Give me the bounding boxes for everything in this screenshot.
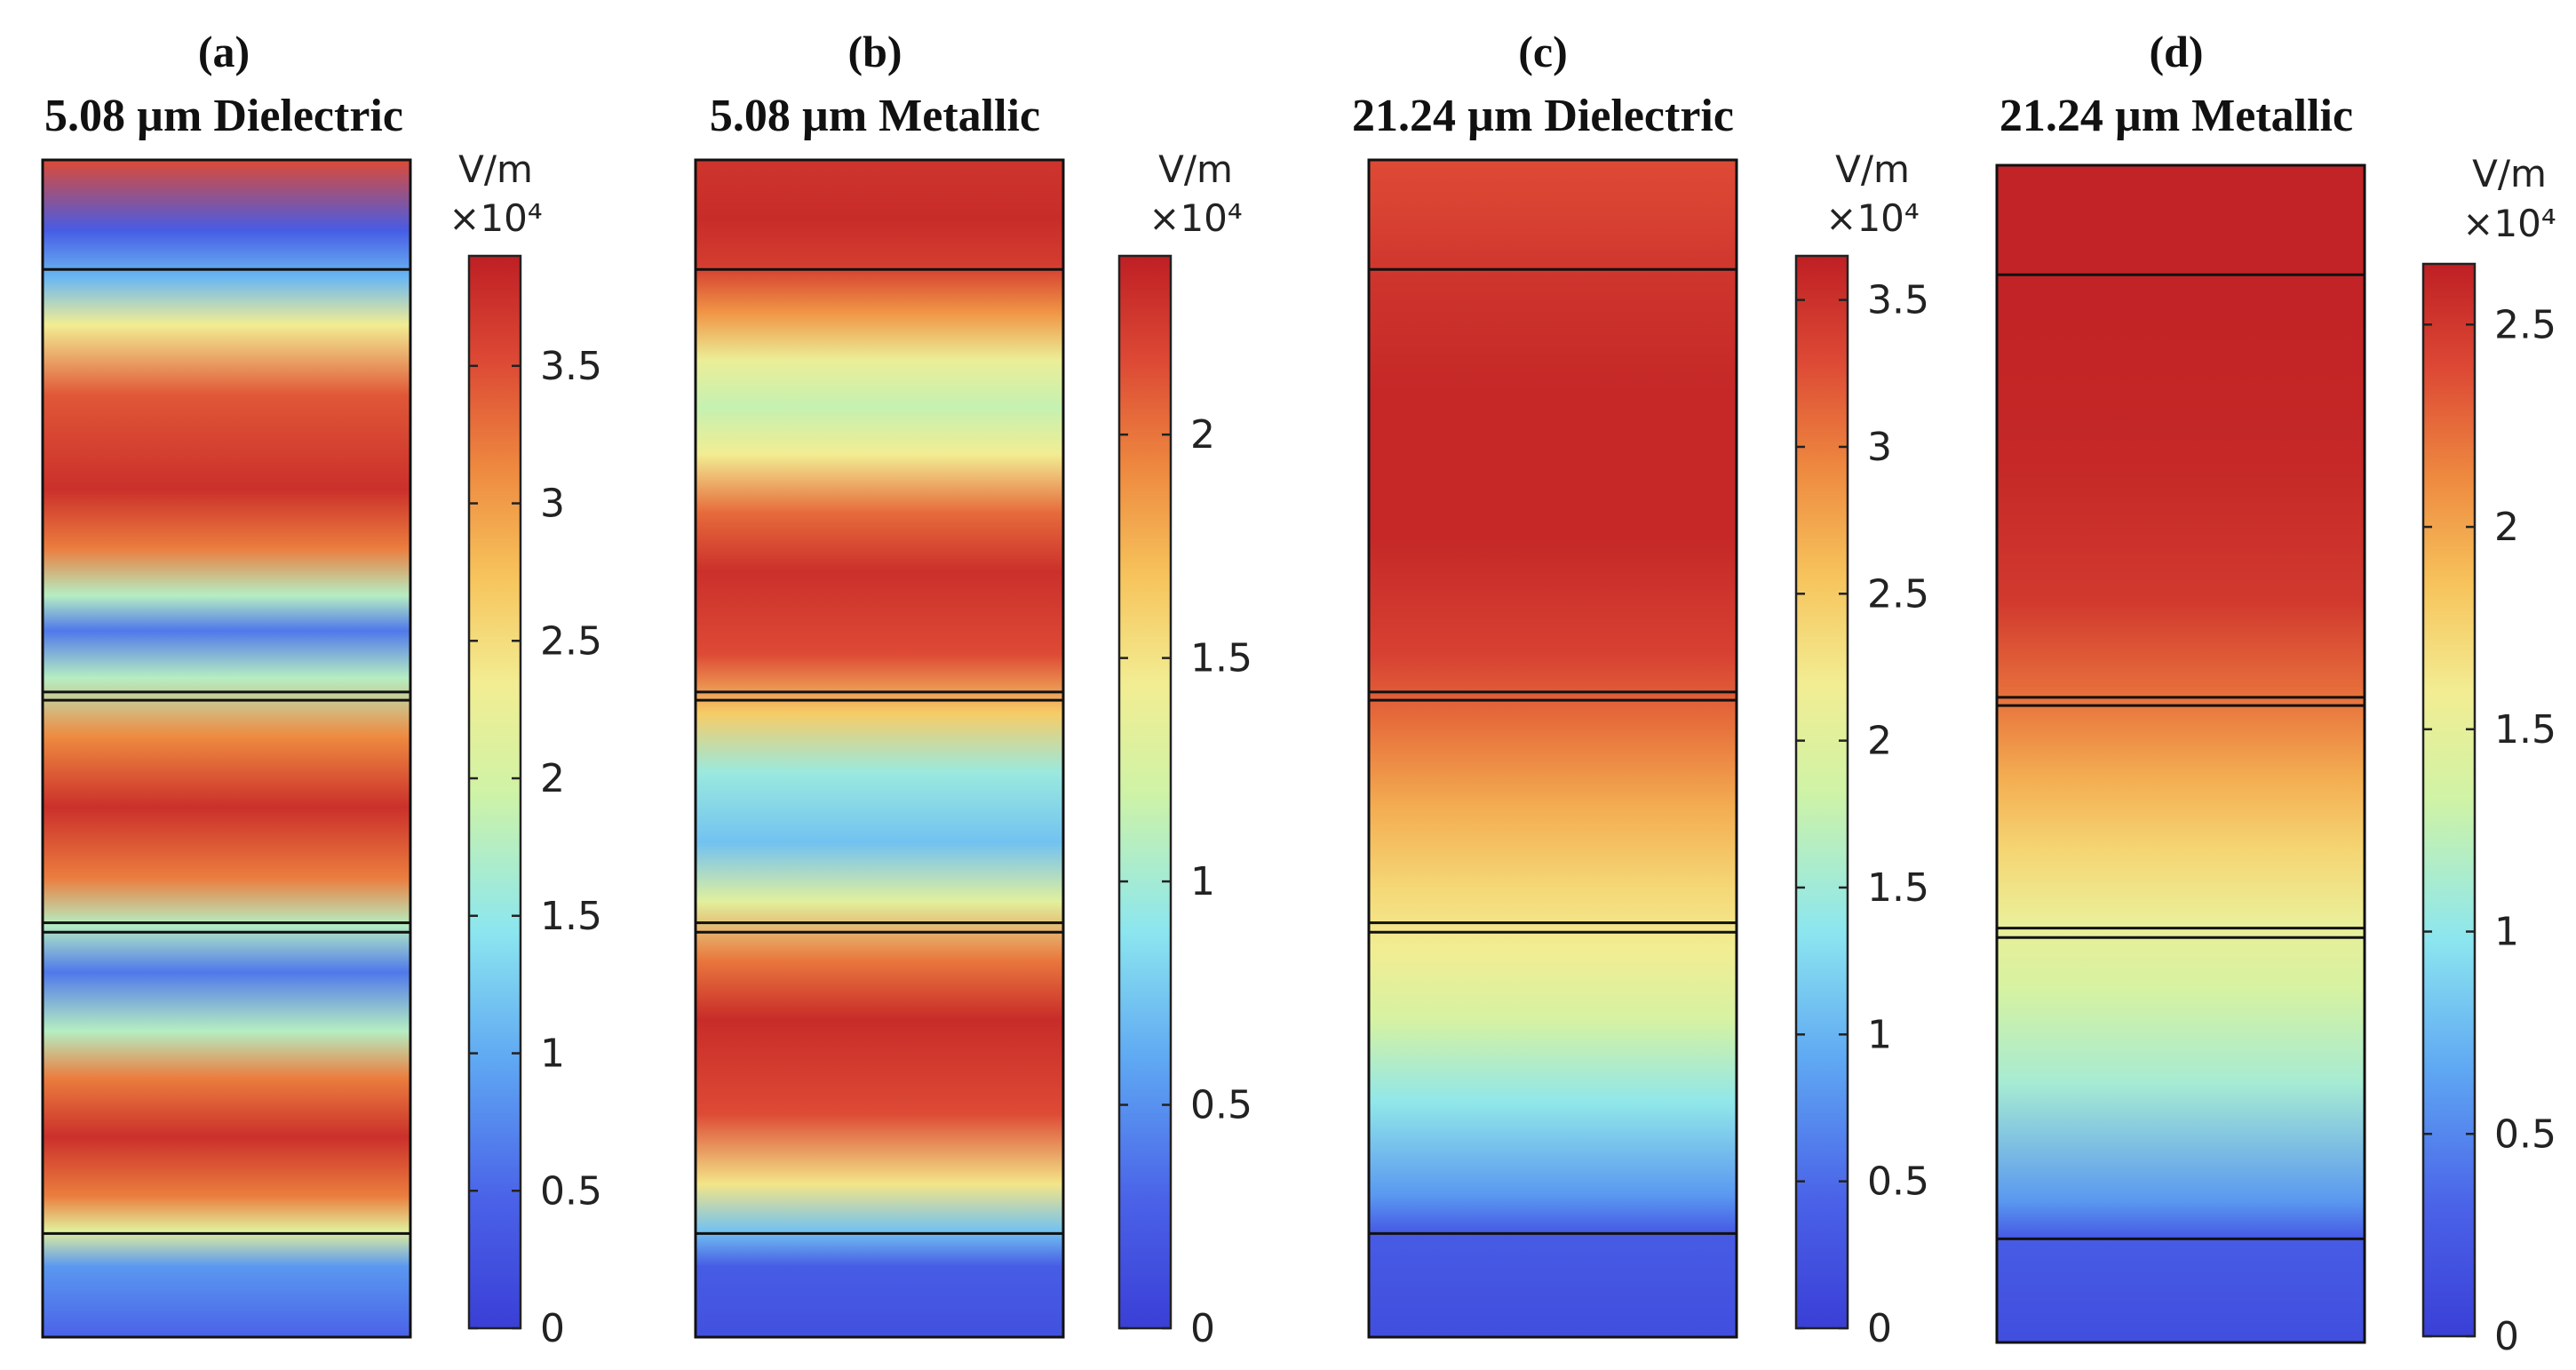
panel-c-colorbar-ticks: 0 0.5 1 1.5 2 2.5 3 3.5 — [1796, 278, 1929, 1351]
panel-b-layer-lines — [696, 267, 1063, 1235]
panel-c-letter: (c) — [1518, 27, 1568, 76]
panel-b-colorbar-ticks: 0 0.5 1 1.5 2 — [1119, 412, 1252, 1351]
panel-a-colorbar — [467, 254, 522, 1330]
panel-d-colorbar — [2421, 262, 2477, 1338]
colorbar-tick-label: 1 — [1867, 1012, 1892, 1057]
colorbar-tick-label: 0 — [540, 1306, 565, 1351]
panel-d-colorbar-ticks: 0 0.5 1 1.5 2 2.5 — [2423, 302, 2556, 1359]
colorbar-tick-label: 2.5 — [1867, 571, 1929, 617]
panel-d-colorbar-unit: V/m — [2472, 152, 2547, 195]
panel-b-letter: (b) — [847, 27, 902, 76]
colorbar-tick-label: 0 — [1867, 1306, 1892, 1351]
colorbar-tick-label: 0.5 — [540, 1168, 602, 1214]
panel-a: (a) 5.08 µm Dielectric V/m ×10⁴ 0 0.5 1 1.5… — [41, 27, 602, 1351]
panel-b-colorbar-scale: ×10⁴ — [1149, 196, 1242, 240]
colorbar-tick-label: 1.5 — [540, 894, 602, 939]
colorbar-tick-label: 1 — [1190, 859, 1215, 904]
panel-a-colorbar-scale: ×10⁴ — [449, 196, 542, 240]
panel-c-field-map — [1367, 158, 1738, 1339]
colorbar-tick-label: 3.5 — [540, 344, 602, 389]
colorbar-tick-label: 2.5 — [540, 618, 602, 664]
colorbar-tick-label: 2.5 — [2494, 302, 2556, 347]
colorbar-tick-label: 2 — [2494, 505, 2519, 550]
panel-d-layer-lines — [1997, 273, 2365, 1240]
panel-c-layer-lines — [1369, 267, 1737, 1235]
panel-d: (d) 21.24 µm Metallic V/m ×10⁴ 0 0.5 1 1.5 2… — [1995, 27, 2556, 1359]
colorbar-tick-label: 2 — [540, 756, 565, 801]
panel-c-colorbar-unit: V/m — [1835, 147, 1910, 191]
panel-d-letter: (d) — [2149, 27, 2203, 76]
colorbar-tick-label: 1 — [540, 1031, 565, 1077]
panel-b-colorbar-unit: V/m — [1158, 147, 1233, 191]
colorbar-tick-label: 2 — [1190, 412, 1215, 458]
panel-b-field-map — [694, 158, 1065, 1339]
colorbar-tick-label: 1.5 — [2494, 707, 2556, 753]
panel-b-title: 5.08 µm Metallic — [710, 91, 1040, 141]
panel-c-colorbar — [1794, 254, 1849, 1330]
panel-a-colorbar-unit: V/m — [458, 147, 533, 191]
colorbar-tick-label: 0 — [1190, 1306, 1215, 1351]
panel-a-title: 5.08 µm Dielectric — [44, 91, 403, 141]
panel-c-title: 21.24 µm Dielectric — [1352, 91, 1734, 141]
colorbar-tick-label: 0 — [2494, 1314, 2519, 1359]
panel-c: (c) 21.24 µm Dielectric V/m ×10⁴ 0 0.5 1 1.… — [1352, 27, 1929, 1351]
panel-b: (b) 5.08 µm Metallic V/m ×10⁴ 0 0.5 1 1.5 2 — [694, 27, 1252, 1351]
colorbar-tick-label: 0.5 — [1190, 1083, 1252, 1128]
colorbar-tick-label: 3.5 — [1867, 278, 1929, 323]
panel-a-field-map — [41, 158, 412, 1339]
colorbar-tick-label: 1.5 — [1867, 865, 1929, 911]
panel-b-colorbar — [1117, 254, 1173, 1330]
panel-a-layer-lines — [43, 267, 410, 1235]
panel-d-title: 21.24 µm Metallic — [2000, 91, 2353, 141]
panel-c-colorbar-scale: ×10⁴ — [1825, 196, 1919, 240]
panel-a-letter: (a) — [198, 27, 250, 76]
colorbar-tick-label: 1.5 — [1190, 636, 1252, 681]
colorbar-tick-label: 3 — [540, 482, 565, 527]
colorbar-tick-label: 1 — [2494, 910, 2519, 955]
colorbar-tick-label: 2 — [1867, 719, 1892, 764]
panel-d-field-map — [1995, 163, 2366, 1344]
panel-d-colorbar-scale: ×10⁴ — [2462, 202, 2556, 245]
colorbar-tick-label: 3 — [1867, 425, 1892, 470]
colorbar-tick-label: 0.5 — [2494, 1111, 2556, 1157]
colorbar-tick-label: 0.5 — [1867, 1159, 1929, 1205]
panel-a-colorbar-ticks: 0 0.5 1 1.5 2 2.5 3 3.5 — [469, 344, 602, 1351]
